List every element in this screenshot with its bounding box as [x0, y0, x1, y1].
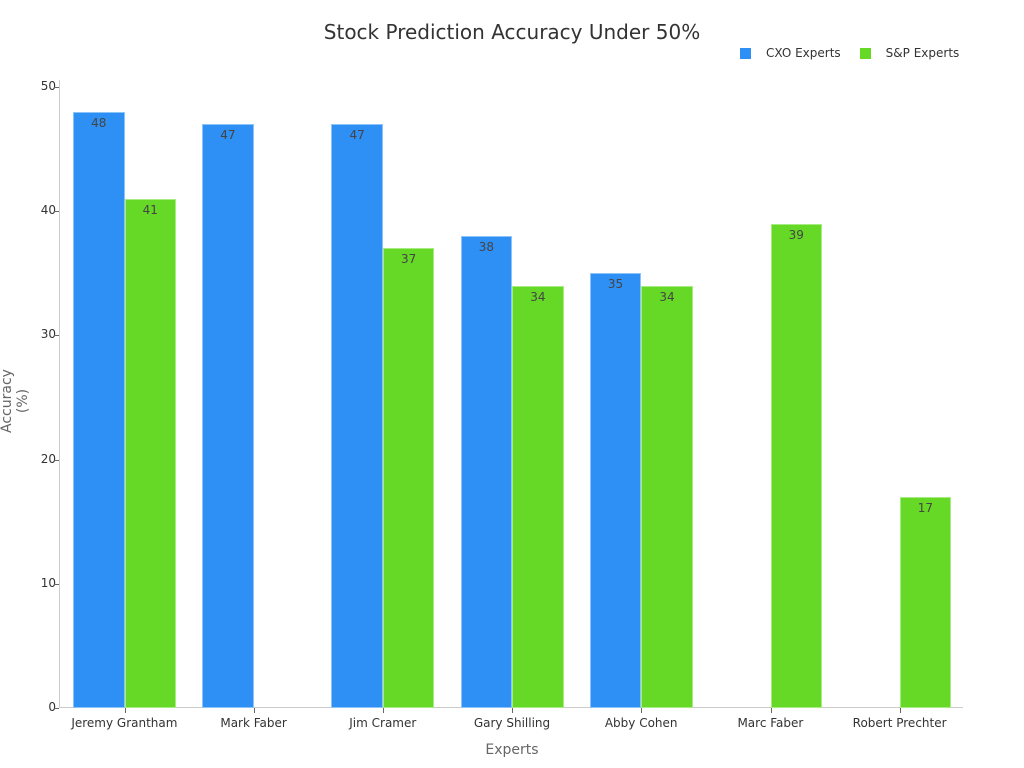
x-tick-label: Abby Cohen: [604, 716, 678, 730]
bar-value-label: 48: [91, 115, 107, 130]
y-tick-mark: [54, 583, 59, 585]
bar-cxo[interactable]: 47: [331, 124, 383, 708]
x-tick-label: Jim Cramer: [349, 716, 417, 730]
bar-value-label: 38: [478, 240, 494, 255]
legend: CXO Experts S&P Experts: [740, 46, 978, 60]
y-axis-title: Accuracy (%): [0, 369, 31, 433]
y-tick-mark: [54, 211, 59, 213]
y-tick-mark: [54, 335, 59, 337]
bar-sp[interactable]: 34: [641, 285, 693, 708]
legend-swatch-cxo: [740, 47, 751, 59]
bar-value-label: 34: [530, 289, 546, 304]
y-tick-label: 10: [40, 575, 56, 590]
x-tick-label: Mark Faber: [220, 716, 287, 730]
bar-value-label: 34: [659, 289, 675, 304]
bar-value-label: 17: [917, 500, 934, 515]
y-tick-label: 50: [40, 79, 56, 93]
bar-cxo[interactable]: 48: [73, 111, 125, 708]
bar-sp[interactable]: 37: [382, 248, 435, 708]
x-tick-mark: [124, 708, 126, 713]
legend-item-sp[interactable]: S&P Experts: [859, 46, 960, 60]
bar-cxo[interactable]: 38: [460, 236, 513, 708]
y-tick-label: 30: [40, 327, 56, 342]
x-tick-mark: [770, 708, 772, 713]
y-tick-label: 40: [40, 203, 56, 218]
legend-label-sp: S&P Experts: [885, 46, 960, 60]
bar-sp[interactable]: 34: [512, 285, 564, 708]
x-tick-mark: [253, 708, 255, 713]
bar-sp[interactable]: 39: [770, 223, 822, 708]
y-tick-mark: [54, 87, 59, 88]
bar-sp[interactable]: 41: [124, 198, 176, 708]
x-tick-mark: [382, 708, 384, 713]
y-tick-mark: [54, 708, 59, 709]
legend-swatch-sp: [859, 47, 871, 59]
y-tick-label: 0: [48, 700, 56, 714]
chart-title: Stock Prediction Accuracy Under 50%: [323, 20, 701, 44]
bar-value-label: 35: [607, 277, 624, 292]
x-axis-title: Experts: [485, 742, 539, 758]
bar-value-label: 47: [349, 128, 365, 143]
x-tick-label: Gary Shilling: [473, 716, 551, 730]
legend-item-cxo[interactable]: CXO Experts: [740, 46, 841, 60]
x-tick-mark: [512, 708, 514, 713]
bar-value-label: 47: [220, 128, 236, 143]
legend-label-cxo: CXO Experts: [766, 46, 841, 60]
x-tick-label: Robert Prechter: [852, 716, 947, 730]
bar-value-label: 37: [401, 252, 417, 267]
bar-cxo[interactable]: 35: [589, 273, 642, 708]
x-tick-mark: [641, 708, 643, 713]
bar-sp[interactable]: 17: [899, 496, 952, 708]
x-tick-mark: [899, 708, 901, 713]
x-tick-label: Marc Faber: [737, 716, 804, 730]
bar-cxo[interactable]: 47: [202, 124, 254, 708]
bar-value-label: 39: [788, 227, 804, 242]
y-tick-label: 20: [40, 451, 56, 466]
bar-value-label: 41: [142, 202, 158, 217]
y-axis-line: [59, 80, 60, 708]
y-tick-mark: [54, 459, 59, 461]
x-tick-label: Jeremy Grantham: [71, 716, 178, 730]
